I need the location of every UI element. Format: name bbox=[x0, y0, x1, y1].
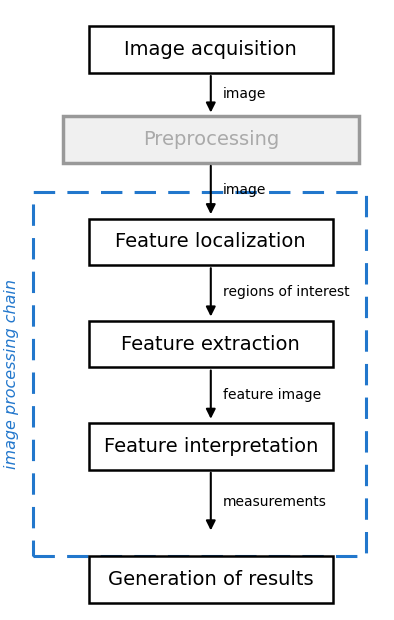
Text: Feature interpretation: Feature interpretation bbox=[104, 437, 318, 456]
Bar bbox=[63, 117, 359, 162]
Text: feature image: feature image bbox=[223, 388, 321, 402]
Text: regions of interest: regions of interest bbox=[223, 285, 349, 299]
Text: Image acquisition: Image acquisition bbox=[125, 40, 297, 59]
Text: image: image bbox=[223, 183, 266, 197]
Text: image processing chain: image processing chain bbox=[4, 280, 19, 469]
Bar bbox=[89, 26, 333, 73]
Bar bbox=[89, 219, 333, 265]
Bar bbox=[33, 192, 366, 556]
Text: Preprocessing: Preprocessing bbox=[143, 130, 279, 149]
Text: Feature extraction: Feature extraction bbox=[121, 335, 300, 353]
Text: image: image bbox=[223, 87, 266, 101]
Bar bbox=[89, 321, 333, 367]
Bar bbox=[89, 557, 333, 603]
Text: measurements: measurements bbox=[223, 495, 327, 508]
Bar bbox=[89, 423, 333, 470]
Text: Generation of results: Generation of results bbox=[108, 570, 314, 589]
Text: Feature localization: Feature localization bbox=[115, 232, 306, 251]
